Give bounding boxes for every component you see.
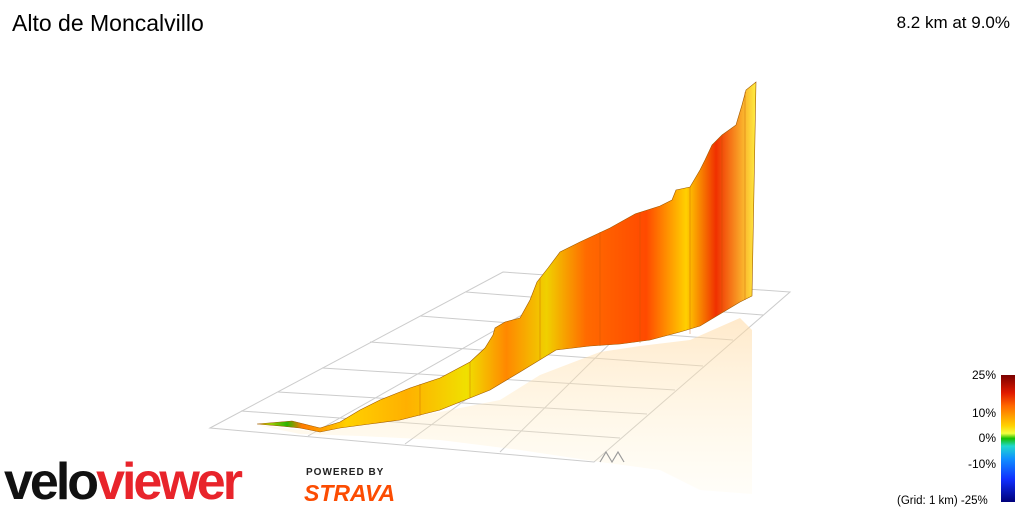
profile-reflection: [257, 318, 752, 494]
segment-title: Alto de Moncalvillo: [12, 10, 204, 36]
gradient-color-scale: [1001, 375, 1015, 502]
end-marker: [599, 450, 625, 464]
scale-tick-minus25: -25%: [960, 495, 988, 507]
scale-tick-25: 25%: [971, 368, 996, 382]
logo-viewer: viewer: [96, 453, 243, 511]
scale-tick-minus10: -10%: [967, 457, 996, 471]
segment-stats: 8.2 km at 9.0%: [896, 13, 1010, 32]
grid-note: (Grid: 1 km) -25%: [897, 495, 988, 507]
veloviewer-logo[interactable]: veloviewer: [4, 452, 243, 512]
profile-bar-accents: [419, 92, 746, 416]
logo-velo: velo: [4, 453, 99, 511]
powered-by-label: POWERED BY: [306, 467, 385, 478]
strava-logo[interactable]: STRAVA: [304, 480, 396, 506]
scale-tick-10: 10%: [971, 406, 996, 420]
scale-tick-0: 0%: [978, 431, 996, 445]
grid-note-text: (Grid: 1 km): [897, 495, 958, 507]
profile-wall: [256, 81, 757, 433]
